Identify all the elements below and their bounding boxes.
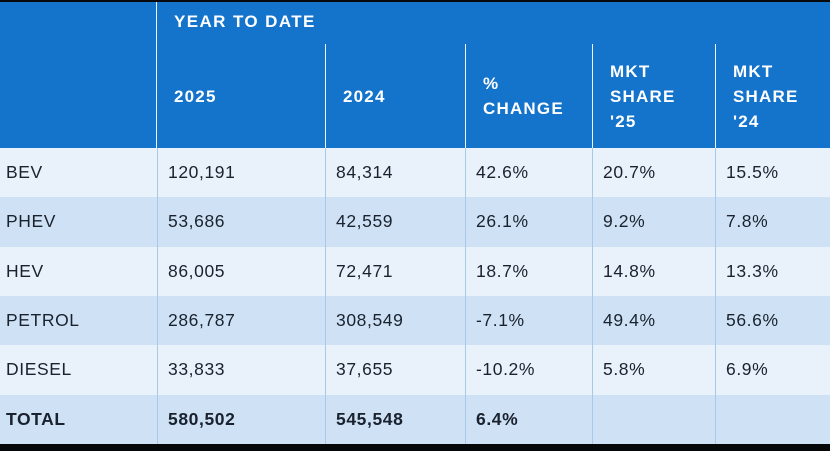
column-header-row: 2025 2024 % CHANGE MKT SHARE '25 MKT SHA… xyxy=(157,44,830,148)
cell-pct-change: -7.1% xyxy=(465,295,592,346)
row-label: TOTAL xyxy=(6,408,66,429)
cell-mkt-share-24: 15.5% xyxy=(715,148,830,198)
table-row-total: TOTAL 580,502 545,548 6.4% xyxy=(0,394,830,444)
header-empty-cell xyxy=(0,2,157,148)
bottom-border-bar xyxy=(0,444,830,451)
column-header-mkt-share-24: MKT SHARE '24 xyxy=(715,44,830,148)
cell-2024: 545,548 xyxy=(325,394,465,444)
row-label: HEV xyxy=(6,260,44,281)
column-header-2025: 2025 xyxy=(174,86,217,106)
cell-2024: 308,549 xyxy=(325,295,465,346)
cell-2025: 286,787 xyxy=(157,295,325,346)
cell-mkt-share-24: 56.6% xyxy=(715,295,830,346)
cell-pct-change: 42.6% xyxy=(465,148,592,198)
table-row-hev: HEV 86,005 72,471 18.7% 14.8% 13.3% xyxy=(0,246,830,296)
cell-2025: 86,005 xyxy=(157,246,325,296)
column-header-2024: 2024 xyxy=(325,44,465,148)
cell-mkt-share-24: 6.9% xyxy=(715,345,830,395)
cell-pct-change: 26.1% xyxy=(465,197,592,247)
table-row-petrol: PETROL 286,787 308,549 -7.1% 49.4% 56.6% xyxy=(0,295,830,346)
row-label: PHEV xyxy=(6,211,57,232)
cell-2025: 33,833 xyxy=(157,345,325,395)
cell-mkt-share-25: 14.8% xyxy=(592,246,715,296)
table-row-phev: PHEV 53,686 42,559 26.1% 9.2% 7.8% xyxy=(0,197,830,247)
cell-mkt-share-25: 20.7% xyxy=(592,148,715,198)
top-border-line xyxy=(0,0,830,2)
cell-2024: 37,655 xyxy=(325,345,465,395)
cell-mkt-share-25 xyxy=(592,394,715,444)
table-body: BEV 120,191 84,314 42.6% 20.7% 15.5% PHE… xyxy=(0,148,830,444)
cell-2024: 72,471 xyxy=(325,246,465,296)
table-row-diesel: DIESEL 33,833 37,655 -10.2% 5.8% 6.9% xyxy=(0,345,830,395)
cell-mkt-share-25: 49.4% xyxy=(592,295,715,346)
table-header: YEAR TO DATE 2025 2024 % CHANGE MKT SHAR… xyxy=(0,2,830,148)
cell-mkt-share-25: 5.8% xyxy=(592,345,715,395)
header-main: YEAR TO DATE 2025 2024 % CHANGE MKT SHAR… xyxy=(157,2,830,148)
row-label: PETROL xyxy=(6,310,80,331)
column-header-mkt-share-25: MKT SHARE '25 xyxy=(592,44,715,148)
cell-mkt-share-24: 7.8% xyxy=(715,197,830,247)
cell-pct-change: -10.2% xyxy=(465,345,592,395)
row-label: DIESEL xyxy=(6,359,72,380)
cell-pct-change: 6.4% xyxy=(465,394,592,444)
cell-pct-change: 18.7% xyxy=(465,246,592,296)
cell-2024: 84,314 xyxy=(325,148,465,198)
table-row-bev: BEV 120,191 84,314 42.6% 20.7% 15.5% xyxy=(0,148,830,198)
column-header-pct-change: % CHANGE xyxy=(465,44,592,148)
cell-2025: 580,502 xyxy=(157,394,325,444)
row-label: BEV xyxy=(6,162,43,183)
cell-mkt-share-24: 13.3% xyxy=(715,246,830,296)
cell-2025: 53,686 xyxy=(157,197,325,247)
cell-2025: 120,191 xyxy=(157,148,325,198)
cell-2024: 42,559 xyxy=(325,197,465,247)
group-header-year-to-date: YEAR TO DATE xyxy=(174,12,316,31)
cell-mkt-share-24 xyxy=(715,394,830,444)
cell-mkt-share-25: 9.2% xyxy=(592,197,715,247)
